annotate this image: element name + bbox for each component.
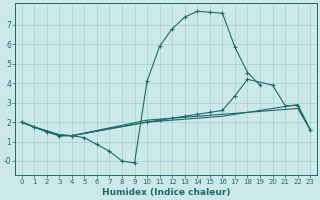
X-axis label: Humidex (Indice chaleur): Humidex (Indice chaleur) — [102, 188, 230, 197]
